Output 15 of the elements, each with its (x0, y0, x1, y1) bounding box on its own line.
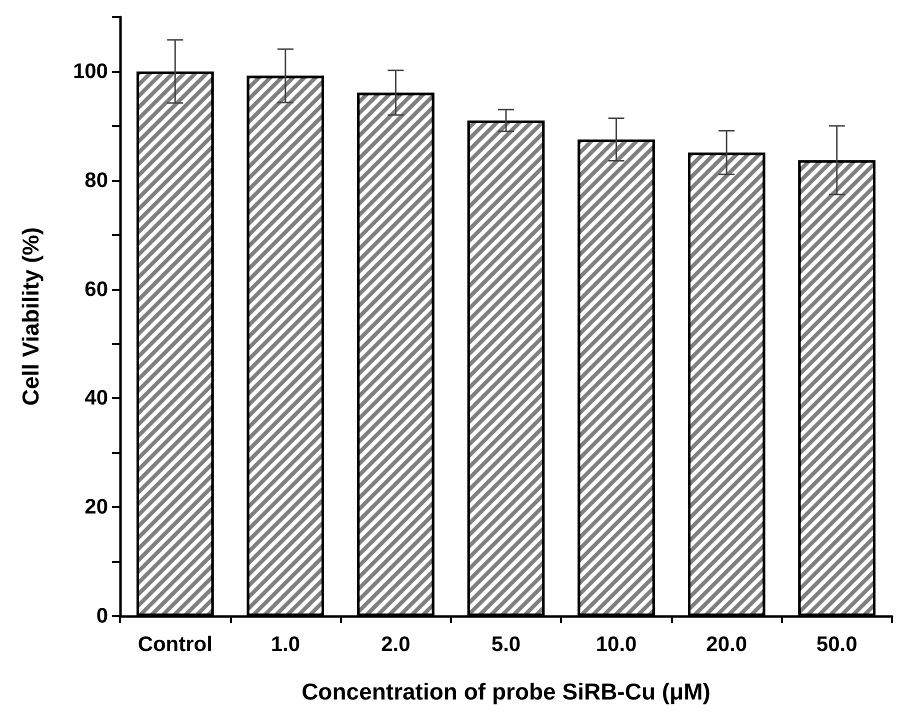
y-tick-label: 80 (84, 168, 108, 192)
x-axis-title: Concentration of probe SiRB-Cu (μM) (302, 678, 710, 704)
x-tick-label: 1.0 (270, 633, 300, 656)
y-tick-label: 100 (72, 60, 108, 83)
y-tick-label: 20 (84, 496, 108, 519)
x-tick-label: 20.0 (706, 633, 748, 656)
y-tick-label: 60 (84, 278, 108, 301)
x-tick-label: Control (138, 633, 212, 656)
y-axis-title: Cell Viability (%) (18, 227, 44, 406)
x-tick-label: 2.0 (381, 633, 410, 656)
x-tick-label: 50.0 (816, 633, 858, 656)
x-tick-label: 10.0 (596, 633, 637, 656)
x-tick-label: 5.0 (491, 633, 521, 656)
y-tick-label: 40 (84, 386, 108, 410)
y-tick-label: 0 (96, 604, 108, 628)
